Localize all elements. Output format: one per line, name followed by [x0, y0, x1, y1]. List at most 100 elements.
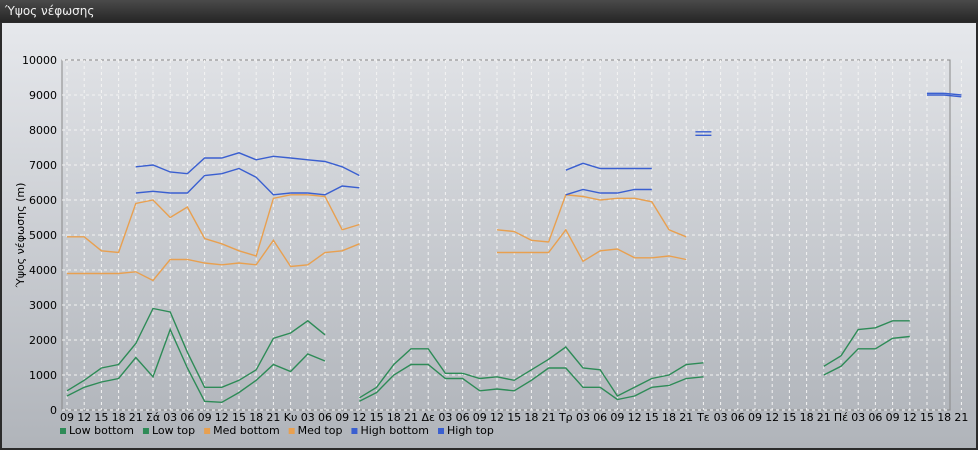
legend-label-high-top: High top	[447, 424, 494, 437]
x-tick-label: 12	[490, 411, 504, 424]
x-tick-label: 21	[404, 411, 418, 424]
x-tick-label: 21	[679, 411, 693, 424]
legend-label-med-top: Med top	[298, 424, 343, 437]
x-tick-label: 03	[438, 411, 452, 424]
x-tick-label: 09	[610, 411, 624, 424]
series-line-high-bottom	[135, 167, 360, 196]
series-line-high-bottom	[927, 94, 962, 98]
series-line-low-top	[823, 320, 910, 367]
x-tick-label: 12	[77, 411, 91, 424]
x-tick-label: 15	[507, 411, 521, 424]
legend: Low bottom Low top Med bottom Med top High b…	[60, 424, 494, 437]
series-line-high-top	[135, 152, 360, 177]
x-tick-label: 03	[851, 411, 865, 424]
y-tick-label: 7000	[29, 159, 57, 172]
x-tick-label: Τρ	[558, 411, 573, 424]
series-line-med-bottom	[497, 228, 687, 263]
x-tick-label: Πέ	[834, 411, 848, 424]
y-tick-label: 5000	[29, 229, 57, 242]
legend-swatch-med-top	[288, 428, 295, 434]
x-tick-label: 06	[593, 411, 607, 424]
x-tick-label: 06	[731, 411, 745, 424]
x-tick-label: 03	[163, 411, 177, 424]
x-tick-label: 06	[868, 411, 882, 424]
series-lines	[66, 92, 962, 404]
y-axis: 0 1000 2000 3000 4000 5000 6000 7000 8000 9000 100…	[22, 54, 57, 417]
legend-swatch-high-bottom	[351, 428, 358, 434]
x-tick-label: 12	[628, 411, 642, 424]
y-tick-label: 3000	[29, 299, 57, 312]
series-line-low-top	[66, 307, 326, 392]
legend-label-low-bottom: Low bottom	[69, 424, 134, 437]
x-tick-label: 06	[180, 411, 194, 424]
x-tick-label: Σά	[146, 411, 160, 424]
y-tick-label: 4000	[29, 264, 57, 277]
y-tick-label: 0	[50, 404, 57, 417]
x-tick-label: 15	[782, 411, 796, 424]
legend-label-high-bottom: High bottom	[360, 424, 429, 437]
x-tick-label: 12	[765, 411, 779, 424]
legend-label-low-top: Low top	[152, 424, 195, 437]
series-line-high-top	[565, 162, 652, 171]
series-line-low-top	[359, 346, 704, 399]
x-tick-label: 12	[903, 411, 917, 424]
series-line-high-bottom	[565, 188, 652, 196]
x-tick-label: 12	[352, 411, 366, 424]
x-tick-label: 09	[886, 411, 900, 424]
x-tick-label: 09	[473, 411, 487, 424]
window-title: Ύψος νέφωσης	[0, 0, 978, 22]
x-tick-label: 06	[318, 411, 332, 424]
legend-label-med-bottom: Med bottom	[213, 424, 280, 437]
x-tick-label: 21	[817, 411, 831, 424]
legend-swatch-high-top	[438, 428, 444, 434]
x-tick-label: 03	[301, 411, 315, 424]
y-axis-label: Ύψος νέφωσης (m)	[14, 183, 27, 289]
series-line-low-bottom	[823, 335, 910, 376]
x-tick-label: 21	[954, 411, 968, 424]
x-tick-label: 18	[387, 411, 401, 424]
x-tick-label: 18	[249, 411, 263, 424]
y-tick-label: 2000	[29, 334, 57, 347]
x-tick-label: 18	[800, 411, 814, 424]
legend-swatch-low-top	[142, 428, 149, 434]
x-tick-label: 15	[370, 411, 384, 424]
x-tick-label: 15	[94, 411, 108, 424]
legend-swatch-med-bottom	[204, 428, 211, 434]
x-tick-label: Κυ	[284, 411, 298, 424]
series-line-high-top	[927, 92, 962, 96]
x-tick-label: Τε	[696, 411, 710, 424]
x-tick-label: 18	[112, 411, 126, 424]
legend-swatch-low-bottom	[60, 428, 66, 434]
x-tick-label: 18	[937, 411, 951, 424]
grid-lines	[62, 59, 962, 411]
x-tick-label: 15	[645, 411, 659, 424]
x-tick-label: 18	[662, 411, 676, 424]
series-line-med-top	[67, 194, 360, 257]
series-line-low-bottom	[359, 363, 704, 402]
x-tick-label: 06	[456, 411, 470, 424]
series-line-med-top	[496, 194, 687, 243]
x-tick-label: 15	[232, 411, 246, 424]
y-tick-label: 8000	[29, 124, 57, 137]
x-axis: 09 12 15 18 21 Σά 03 06 09 12 15 18 21 Κυ 03 06 09 12 15 18…	[60, 411, 968, 424]
y-tick-label: 9000	[29, 89, 57, 102]
x-tick-label: 09	[60, 411, 74, 424]
x-tick-label: 21	[266, 411, 280, 424]
x-tick-label: 03	[576, 411, 590, 424]
x-tick-label: 15	[920, 411, 934, 424]
y-tick-label: 6000	[29, 194, 57, 207]
y-tick-label: 10000	[22, 54, 57, 67]
x-tick-label: 21	[129, 411, 143, 424]
x-tick-label: 21	[542, 411, 556, 424]
x-tick-label: 18	[524, 411, 538, 424]
series-line-low-bottom	[66, 327, 326, 404]
y-tick-label: 1000	[29, 369, 57, 382]
x-tick-label: 12	[215, 411, 229, 424]
x-tick-label: Δε	[421, 411, 435, 424]
series-line-med-bottom	[67, 239, 360, 282]
x-tick-label: 09	[198, 411, 212, 424]
x-tick-label: 09	[335, 411, 349, 424]
x-tick-label: 03	[714, 411, 728, 424]
